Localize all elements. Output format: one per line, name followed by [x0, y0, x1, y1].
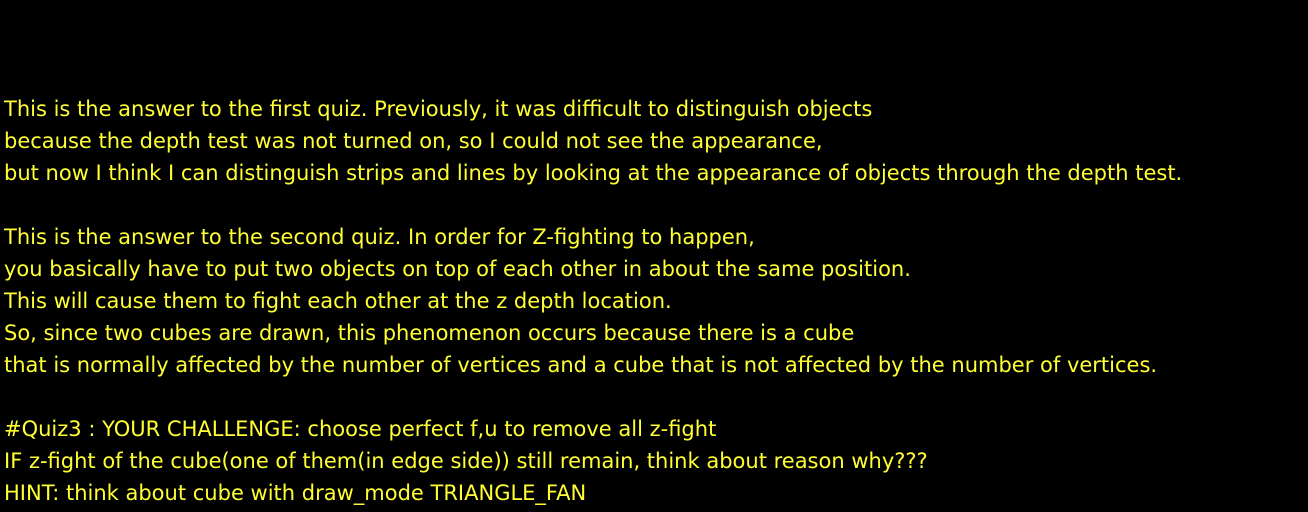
quiz3-line-2: IF z-fight of the cube(one of them(in ed…	[4, 449, 928, 473]
quiz3-line-3: HINT: think about cube with draw_mode TR…	[4, 481, 587, 505]
answer-1-line-1: This is the answer to the first quiz. Pr…	[4, 97, 873, 121]
answer-1-line-2: because the depth test was not turned on…	[4, 129, 823, 153]
answer-2-line-5: that is normally affected by the number …	[4, 353, 1158, 377]
overlay-text-block: This is the answer to the first quiz. Pr…	[4, 93, 1304, 509]
paragraph-spacer	[4, 381, 1304, 413]
quiz3-line-1: #Quiz3 : YOUR CHALLENGE: choose perfect …	[4, 417, 717, 441]
answer-1-line-3: but now I think I can distinguish strips…	[4, 161, 1183, 185]
answer-2-line-3: This will cause them to fight each other…	[4, 289, 672, 313]
answer-2-line-1: This is the answer to the second quiz. I…	[4, 225, 755, 249]
answer-2-line-2: you basically have to put two objects on…	[4, 257, 911, 281]
paragraph-spacer	[4, 189, 1304, 221]
answer-2-line-4: So, since two cubes are drawn, this phen…	[4, 321, 855, 345]
